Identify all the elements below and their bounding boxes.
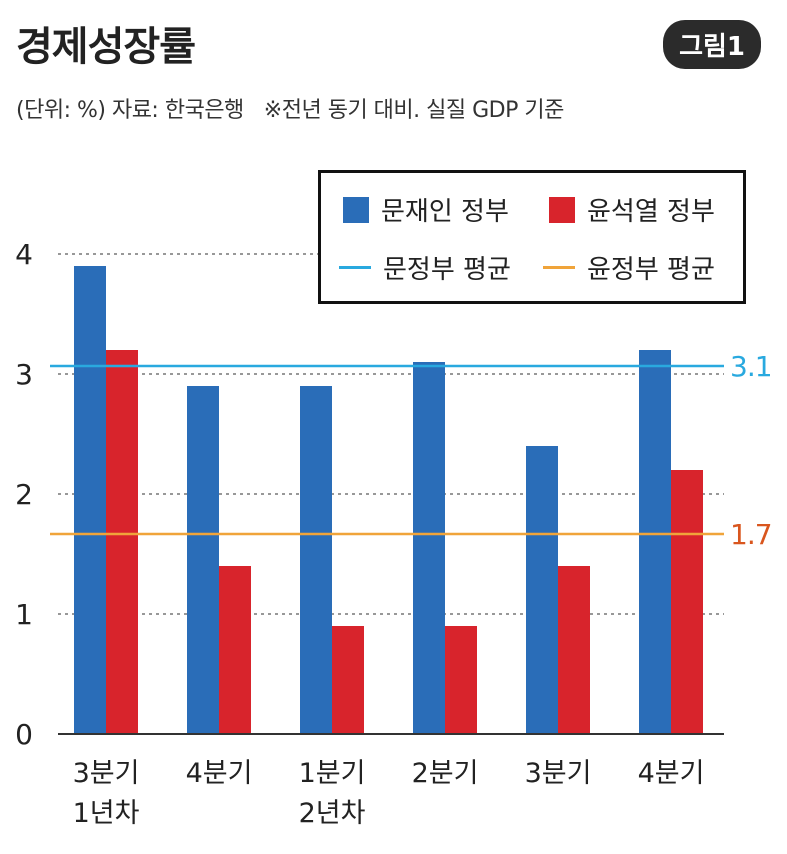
- yoon-bar: [558, 566, 590, 734]
- legend-item-moon-bar: 문재인 정부: [343, 191, 509, 228]
- y-tick-label: 1: [15, 598, 33, 631]
- moon-bar: [526, 446, 558, 734]
- yoon-avg-swatch: [543, 266, 575, 269]
- y-tick-label: 0: [15, 718, 33, 751]
- legend-item-yoon-bar: 윤석열 정부: [549, 191, 715, 228]
- yoon-bar: [671, 470, 703, 734]
- moon-bar: [300, 386, 332, 734]
- yoon-bar: [106, 350, 138, 734]
- y-tick-label: 3: [15, 358, 33, 391]
- legend-label-yoon-avg: 윤정부 평균: [587, 255, 715, 285]
- x-tick-label: 2년차: [299, 798, 366, 829]
- x-tick-label: 1년차: [73, 798, 140, 829]
- yoon-bar: [332, 626, 364, 734]
- legend-label-yoon-bar: 윤석열 정부: [587, 197, 715, 227]
- chart-legend: 문재인 정부 윤석열 정부 문정부 평균 윤정부 평균: [318, 170, 746, 304]
- legend-item-moon-avg: 문정부 평균: [339, 249, 511, 286]
- x-tick-label: 3분기: [73, 758, 140, 789]
- x-tick-label: 4분기: [638, 758, 705, 789]
- moon-bar: [413, 362, 445, 734]
- moon-bar: [187, 386, 219, 734]
- y-tick-label: 2: [15, 478, 33, 511]
- chart-title: 경제성장률: [16, 24, 196, 70]
- legend-item-yoon-avg: 윤정부 평균: [543, 249, 715, 286]
- moon-bar-swatch: [343, 196, 369, 223]
- x-tick-label: 3분기: [525, 758, 592, 789]
- unit-source-text: (단위: %) 자료: 한국은행: [16, 98, 244, 123]
- x-tick-label: 2분기: [412, 758, 479, 789]
- yoon-bar: [219, 566, 251, 734]
- figure-badge: 그림1: [663, 20, 761, 69]
- yoon-bar: [445, 626, 477, 734]
- moon-avg-swatch: [339, 266, 371, 269]
- moon-average-label: 3.1: [730, 350, 772, 383]
- x-tick-label: 4분기: [186, 758, 253, 789]
- chart-subtitle: (단위: %) 자료: 한국은행 ※전년 동기 대비. 실질 GDP 기준: [16, 92, 564, 124]
- legend-label-moon-bar: 문재인 정부: [381, 197, 509, 227]
- x-tick-label: 1분기: [299, 758, 366, 789]
- moon-bar: [74, 266, 106, 734]
- y-tick-label: 4: [15, 238, 33, 271]
- legend-label-moon-avg: 문정부 평균: [383, 255, 511, 285]
- yoon-bar-swatch: [549, 196, 575, 223]
- yoon-average-label: 1.7: [730, 518, 772, 551]
- moon-bar: [639, 350, 671, 734]
- note-text: ※전년 동기 대비. 실질 GDP 기준: [263, 98, 565, 123]
